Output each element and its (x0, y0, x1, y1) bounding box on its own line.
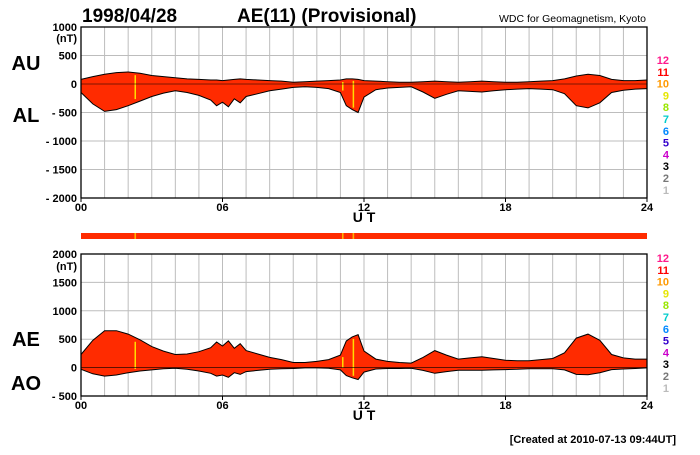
al-series-line (80, 86, 648, 114)
station-legend-item: 2 (663, 371, 669, 383)
x-axis-label: U T (353, 209, 376, 225)
x-tick-label: 06 (216, 400, 228, 412)
series-label-au: AU (12, 53, 41, 75)
station-legend-item: 10 (657, 277, 669, 289)
y-unit-label: (nT) (56, 33, 77, 45)
station-legend-item: 8 (663, 102, 669, 114)
y-tick-label: 500 (59, 51, 77, 63)
y-tick-label: - 500 (52, 108, 77, 120)
ae-series-line (80, 330, 647, 364)
x-tick-label: 18 (499, 202, 511, 214)
y-tick-label: - 1000 (46, 136, 77, 148)
station-legend-item: 2 (663, 173, 669, 185)
station-strip (81, 233, 647, 239)
station-legend-item: 9 (663, 90, 669, 102)
series-label-ao: AO (11, 373, 41, 395)
station-strip-mark (134, 233, 137, 239)
y-unit-label: (nT) (56, 261, 77, 273)
station-legend-item: 12 (657, 253, 669, 265)
index-band (81, 72, 647, 113)
station-legend-item: 10 (657, 79, 669, 91)
station-legend-item: 6 (663, 324, 669, 336)
station-legend-item: 4 (663, 347, 670, 359)
figure-title: AE(11) (Provisional) (237, 6, 417, 27)
station-count-bar (81, 233, 647, 239)
created-timestamp: [Created at 2010-07-13 09:44UT] (510, 434, 677, 446)
station-legend-item: 7 (663, 114, 669, 126)
y-tick-label: 1000 (53, 306, 77, 318)
au-series-line (80, 71, 648, 83)
x-tick-label: 06 (216, 202, 228, 214)
station-legend-item: 11 (657, 265, 669, 277)
x-tick-label: 18 (499, 400, 511, 412)
station-legend-item: 12 (657, 55, 669, 67)
y-tick-label: 2000 (53, 249, 77, 261)
y-tick-label: - 500 (52, 391, 77, 403)
au-al-panel: 00 06 12 18 24 U T 1000 500 0 - 500 - 1000 - 1500 - … (12, 22, 654, 225)
station-legend-item: 3 (663, 359, 669, 371)
series-label-al: AL (13, 105, 40, 127)
station-legend-item: 7 (663, 312, 669, 324)
y-tick-label: 0 (71, 363, 77, 375)
x-tick-label: 12 (358, 400, 370, 412)
figure-source: WDC for Geomagnetism, Kyoto (499, 13, 646, 25)
y-tick-label: - 1500 (46, 165, 77, 177)
station-legend-item: 1 (663, 185, 669, 197)
station-legend-item: 1 (663, 383, 669, 395)
station-legend-item: 3 (663, 161, 669, 173)
station-legend-item: 11 (657, 67, 669, 79)
ao-series-line (80, 367, 648, 381)
station-strip-mark (352, 233, 355, 239)
ae-ao-panel: 00 06 12 18 24 U T 2000 1500 1000 500 0 - 500 (nT) AE… (11, 249, 654, 423)
x-tick-label: 12 (358, 202, 370, 214)
index-band (81, 330, 647, 380)
x-tick-label: 24 (641, 400, 654, 412)
x-tick-label: 00 (75, 202, 87, 214)
station-legend-item: 8 (663, 300, 669, 312)
station-legend-item: 4 (663, 149, 670, 161)
y-tick-label: - 2000 (46, 193, 77, 205)
x-tick-label: 00 (75, 400, 87, 412)
station-legend-item: 5 (663, 138, 669, 150)
figure-date: 1998/04/28 (82, 6, 177, 27)
y-tick-label: 0 (71, 79, 77, 91)
station-legend-item: 6 (663, 126, 669, 138)
x-axis-label: U T (353, 407, 376, 423)
y-tick-label: 1000 (53, 22, 77, 34)
x-tick-label: 24 (641, 202, 654, 214)
station-strip-mark (341, 233, 344, 239)
y-tick-label: 500 (59, 334, 77, 346)
station-legend-item: 5 (663, 336, 669, 348)
y-tick-label: 1500 (53, 277, 77, 289)
series-label-ae: AE (12, 329, 40, 351)
station-legend-item: 9 (663, 288, 669, 300)
